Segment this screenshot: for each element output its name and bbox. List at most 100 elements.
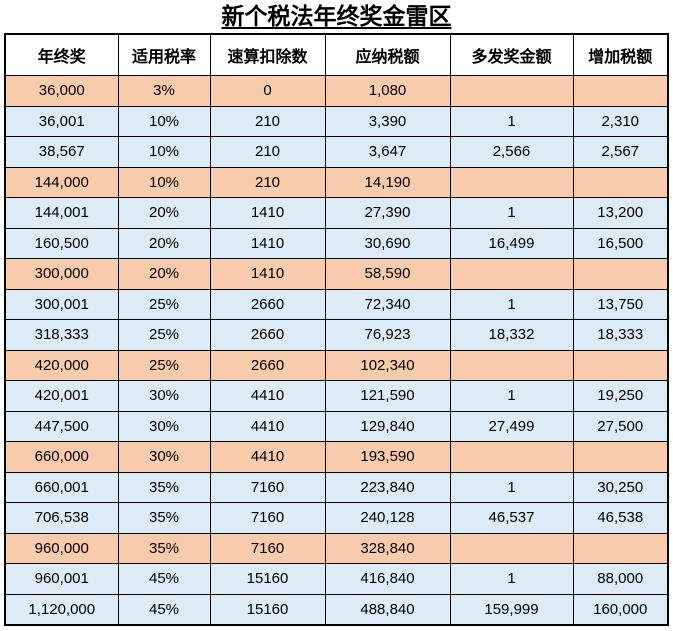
annual-bonus-cell: 318,333 [4,319,119,351]
chart-title: 新个税法年终奖金雷区 [0,3,673,33]
extra-bonus-cell: 1 [449,105,574,137]
tax-payable-cell: 72,340 [324,288,451,320]
annual-bonus-cell: 660,001 [4,471,119,503]
tax-rate-cell: 20% [117,258,211,290]
table-row: 960,000 35% 7160 328,840 [4,532,669,564]
extra-bonus-cell [449,258,574,290]
tax-rate-cell: 10% [117,166,211,198]
extra-bonus-cell: 27,499 [449,410,574,442]
quick-deduction-cell: 210 [209,105,326,137]
extra-bonus-cell: 1 [449,197,574,229]
table-row: 660,001 35% 7160 223,840 1 30,250 [4,471,669,503]
table-row: 300,001 25% 2660 72,340 1 13,750 [4,288,669,320]
added-tax-cell [572,75,669,107]
tax-payable-cell: 240,128 [324,502,451,534]
added-tax-cell: 2,310 [572,105,669,137]
added-tax-cell: 2,567 [572,136,669,168]
tax-payable-cell: 76,923 [324,319,451,351]
tax-payable-cell: 102,340 [324,349,451,381]
added-tax-cell [572,532,669,564]
added-tax-cell: 16,500 [572,227,669,259]
tax-rate-cell: 25% [117,319,211,351]
tax-payable-cell: 488,840 [324,593,451,626]
extra-bonus-cell [449,166,574,198]
annual-bonus-cell: 300,000 [4,258,119,290]
table-row: 36,000 3% 0 1,080 [4,75,669,107]
extra-bonus-cell: 1 [449,563,574,595]
extra-bonus-cell: 1 [449,288,574,320]
tax-payable-cell: 1,080 [324,75,451,107]
annual-bonus-cell: 706,538 [4,502,119,534]
tax-rate-cell: 45% [117,563,211,595]
added-tax-cell [572,258,669,290]
extra-bonus-cell: 2,566 [449,136,574,168]
quick-deduction-cell: 2660 [209,319,326,351]
added-tax-cell: 13,200 [572,197,669,229]
quick-deduction-cell: 210 [209,136,326,168]
table-row: 160,500 20% 1410 30,690 16,499 16,500 [4,227,669,259]
tax-rate-cell: 30% [117,441,211,473]
annual-bonus-cell: 960,001 [4,563,119,595]
added-tax-cell: 18,333 [572,319,669,351]
added-tax-cell: 88,000 [572,563,669,595]
annual-bonus-cell: 960,000 [4,532,119,564]
table-body: 36,000 3% 0 1,080 36,001 10% 210 3,390 1 2,310 38,… [4,75,669,626]
tax-rate-cell: 35% [117,502,211,534]
table-row: 660,000 30% 4410 193,590 [4,441,669,473]
annual-bonus-cell: 38,567 [4,136,119,168]
table-row: 447,500 30% 4410 129,840 27,499 27,500 [4,410,669,442]
annual-bonus-cell: 660,000 [4,441,119,473]
quick-deduction-cell: 4410 [209,410,326,442]
table-row: 706,538 35% 7160 240,128 46,537 46,538 [4,502,669,534]
quick-deduction-cell: 7160 [209,471,326,503]
quick-deduction-cell: 1410 [209,258,326,290]
extra-bonus-header: 多发奖金额 [449,33,574,76]
table-row: 318,333 25% 2660 76,923 18,332 18,333 [4,319,669,351]
added-tax-cell: 160,000 [572,593,669,626]
quick-deduction-cell: 1410 [209,227,326,259]
quick-deduction-cell: 210 [209,166,326,198]
added-tax-cell: 46,538 [572,502,669,534]
table-row: 144,000 10% 210 14,190 [4,166,669,198]
table-row: 36,001 10% 210 3,390 1 2,310 [4,105,669,137]
quick-deduction-header: 速算扣除数 [209,33,326,76]
annual-bonus-cell: 300,001 [4,288,119,320]
quick-deduction-cell: 2660 [209,288,326,320]
annual-bonus-cell: 36,000 [4,75,119,107]
tax-rate-cell: 45% [117,593,211,626]
table-row: 960,001 45% 15160 416,840 1 88,000 [4,563,669,595]
bonus-tax-table: 年终奖 适用税率 速算扣除数 应纳税额 多发奖金额 增加税额 36,000 3% 0 1,080… [4,33,669,626]
quick-deduction-cell: 15160 [209,563,326,595]
tax-payable-cell: 14,190 [324,166,451,198]
extra-bonus-cell: 16,499 [449,227,574,259]
tax-rate-cell: 25% [117,288,211,320]
tax-payable-cell: 223,840 [324,471,451,503]
header-row: 年终奖 适用税率 速算扣除数 应纳税额 多发奖金额 增加税额 [4,33,669,76]
added-tax-cell: 13,750 [572,288,669,320]
annual-bonus-cell: 447,500 [4,410,119,442]
quick-deduction-cell: 7160 [209,532,326,564]
quick-deduction-cell: 15160 [209,593,326,626]
added-tax-cell: 19,250 [572,380,669,412]
annual-bonus-cell: 1,120,000 [4,593,119,626]
quick-deduction-cell: 4410 [209,380,326,412]
annual-bonus-cell: 420,000 [4,349,119,381]
table-row: 38,567 10% 210 3,647 2,566 2,567 [4,136,669,168]
tax-payable-cell: 27,390 [324,197,451,229]
extra-bonus-cell: 46,537 [449,502,574,534]
table-row: 420,000 25% 2660 102,340 [4,349,669,381]
tax-payable-cell: 121,590 [324,380,451,412]
tax-payable-cell: 416,840 [324,563,451,595]
tax-rate-cell: 20% [117,227,211,259]
annual-bonus-header: 年终奖 [4,33,119,76]
annual-bonus-cell: 144,001 [4,197,119,229]
added-tax-cell: 27,500 [572,410,669,442]
added-tax-cell [572,166,669,198]
added-tax-header: 增加税额 [572,33,669,76]
added-tax-cell [572,441,669,473]
extra-bonus-cell [449,349,574,381]
tax-rate-cell: 10% [117,105,211,137]
table-row: 420,001 30% 4410 121,590 1 19,250 [4,380,669,412]
tax-payable-cell: 328,840 [324,532,451,564]
chart-title-text: 新个税法年终奖金雷区 [221,3,452,30]
